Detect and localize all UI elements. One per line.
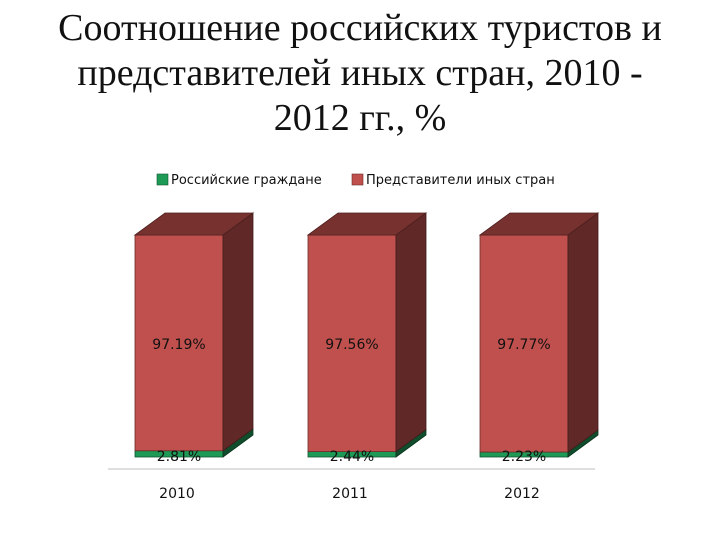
bar-side-2011-series-1: [395, 212, 427, 453]
legend-label-series-0: Российские граждане: [171, 173, 322, 188]
bar-side-2010-series-1: [222, 212, 254, 452]
title-line-1: Соотношение российских туристов и: [58, 7, 662, 49]
bar-side-2012-series-1: [567, 212, 599, 453]
chart-title: Соотношение российских туристов и предст…: [0, 6, 720, 141]
x-tick-label-2011: 2011: [332, 486, 368, 502]
data-label-2012-series-1: 97.77%: [497, 337, 550, 353]
data-label-2011-series-0: 2.44%: [330, 449, 374, 465]
bar-2011-series-1: [307, 234, 397, 452]
title-line-3: 2012 гг., %: [273, 97, 447, 139]
legend-label-series-1: Представители иных стран: [366, 173, 555, 188]
data-label-2010-series-0: 2.81%: [157, 449, 201, 465]
title-line-2: представителей иных стран, 2010 -: [77, 52, 643, 94]
legend-swatch-series-0: [156, 173, 169, 186]
x-tick-label-2012: 2012: [504, 486, 540, 502]
x-tick-label-2010: 2010: [159, 486, 195, 502]
data-label-2011-series-1: 97.56%: [325, 337, 378, 353]
bar-top-2010: [133, 212, 255, 236]
data-label-2010-series-1: 97.19%: [152, 337, 205, 353]
bar-top-2012: [478, 212, 600, 236]
data-label-2012-series-0: 2.23%: [502, 449, 546, 465]
legend-swatch-series-1: [351, 173, 364, 186]
bar-top-2011: [306, 212, 428, 236]
